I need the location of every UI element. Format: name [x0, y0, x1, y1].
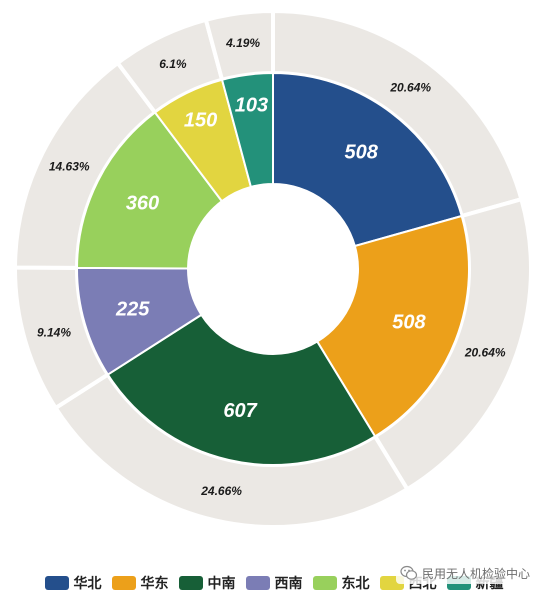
percent-label-slice-7: 4.19%: [225, 36, 260, 50]
watermark: 民用无人机检验中心: [395, 562, 534, 584]
legend-swatch: [44, 576, 69, 590]
percent-labels: 20.64% 20.64% 24.66% 9.14% 14.63% 6.1% 4.19%: [37, 36, 506, 498]
legend-label: 华东: [140, 576, 169, 592]
legend-swatch: [245, 576, 270, 590]
legend-swatch: [178, 576, 203, 590]
legend-label: 东北: [341, 576, 370, 592]
value-label-slice-6: 150: [184, 110, 217, 132]
value-labels: 508 508 607 225 360 150 103: [115, 94, 426, 422]
percent-label-slice-3: 24.66%: [200, 484, 242, 498]
legend-label: 华北: [73, 576, 102, 592]
legend-label: 中南: [207, 576, 236, 592]
value-label-slice-3: 607: [223, 400, 257, 422]
percent-label-slice-6: 6.1%: [159, 57, 187, 71]
percent-label-slice-4: 9.14%: [37, 325, 71, 339]
legend-item-3[interactable]: 中南: [178, 573, 236, 593]
inner-value-ring: [75, 71, 470, 466]
value-label-slice-2: 508: [392, 311, 426, 333]
value-label-slice-4: 225: [115, 299, 150, 321]
value-label-slice-7: 103: [235, 94, 268, 116]
percent-label-slice-5: 14.63%: [49, 160, 90, 174]
donut-hole: [188, 184, 358, 354]
legend-item-5[interactable]: 东北: [312, 573, 370, 593]
value-label-slice-1: 508: [345, 142, 379, 164]
legend-label: 西南: [274, 576, 303, 592]
legend-item-4[interactable]: 西南: [245, 573, 303, 593]
percent-label-slice-1: 20.64%: [389, 80, 431, 94]
wechat-icon: [400, 565, 418, 580]
legend-item-1[interactable]: 华北: [44, 573, 102, 593]
percent-label-slice-2: 20.64%: [464, 345, 506, 359]
watermark-text: 民用无人机检验中心: [421, 566, 530, 581]
value-label-slice-5: 360: [126, 193, 159, 215]
legend-swatch: [312, 576, 337, 590]
legend-swatch: [111, 576, 136, 590]
legend-item-2[interactable]: 华东: [111, 573, 169, 593]
